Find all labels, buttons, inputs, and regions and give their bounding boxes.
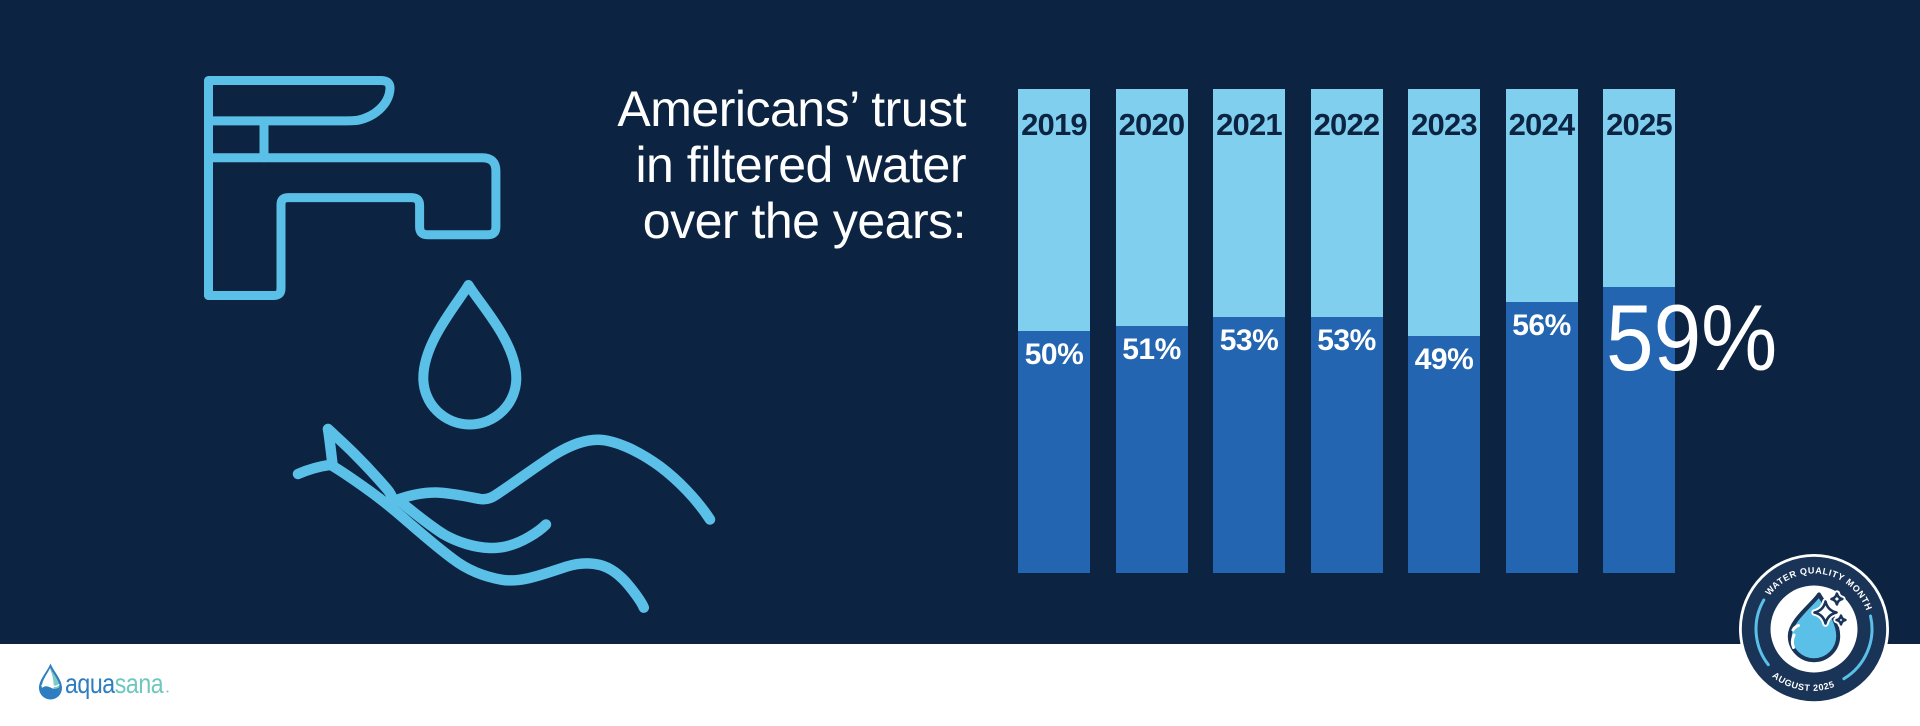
svg-text:aquasana: aquasana [65,669,164,700]
